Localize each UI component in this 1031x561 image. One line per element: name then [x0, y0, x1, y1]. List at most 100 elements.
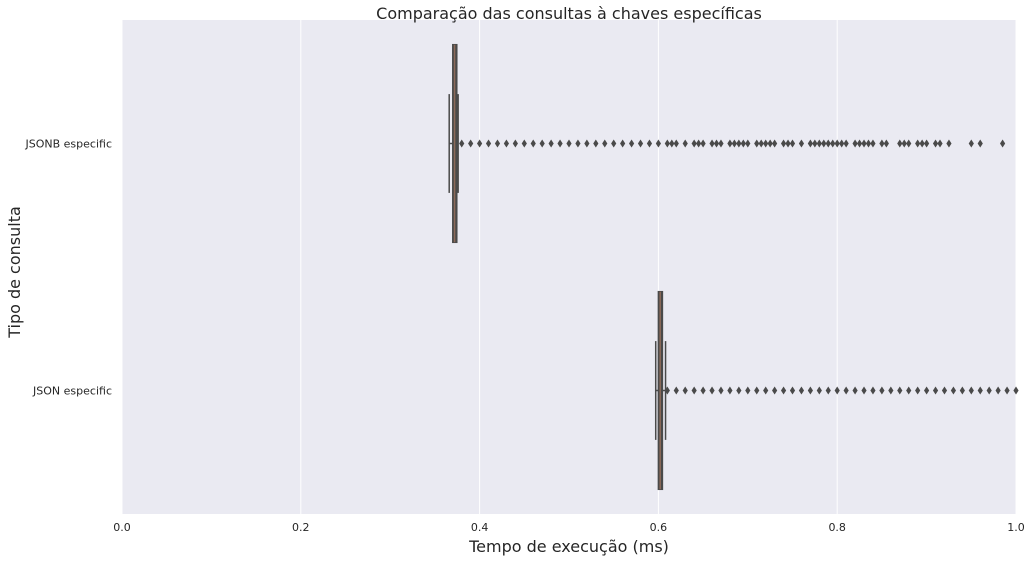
outlier-point	[968, 139, 974, 148]
outlier-point	[785, 139, 791, 148]
outlier-point	[763, 386, 769, 395]
outlier-point	[468, 139, 474, 148]
outlier-point	[937, 139, 943, 148]
x-tick-label: 0.0	[113, 521, 131, 534]
outlier-point	[713, 139, 720, 148]
outlier-point	[673, 386, 679, 395]
chart-title: Comparação das consultas à chaves especí…	[376, 4, 762, 23]
outlier-point	[897, 139, 903, 148]
box-series	[448, 43, 1019, 491]
x-axis-label: Tempo de execução (ms)	[468, 537, 669, 556]
outlier-point	[772, 386, 778, 395]
outlier-point	[906, 139, 912, 148]
outlier-point	[521, 139, 527, 148]
outlier-point	[1013, 386, 1019, 395]
outlier-point	[557, 139, 563, 148]
x-tick-labels: 0.0 0.2 0.4 0.6 0.8 1.0	[113, 521, 1025, 534]
outlier-point	[816, 139, 822, 148]
outlier-point	[758, 139, 764, 148]
outlier-point	[485, 139, 492, 148]
outlier-point	[924, 386, 930, 395]
outlier-point	[530, 139, 536, 148]
outlier-point	[566, 139, 572, 148]
outlier-point	[664, 139, 670, 148]
outlier-point	[798, 386, 805, 395]
outlier-point	[772, 139, 778, 148]
outlier-point	[861, 386, 867, 395]
outlier-point	[646, 139, 653, 148]
outlier-point	[740, 139, 746, 148]
outlier-point	[897, 386, 903, 395]
outlier-point	[798, 139, 805, 148]
outlier-point	[812, 139, 818, 148]
outlier-point	[620, 139, 626, 148]
outlier-point	[494, 139, 501, 148]
outlier-point	[584, 139, 590, 148]
outlier-point	[780, 139, 787, 148]
outlier-point	[731, 139, 737, 148]
outlier-point	[745, 139, 751, 148]
outlier-point	[548, 139, 554, 148]
outlier-point	[915, 139, 921, 148]
outlier-point	[736, 139, 742, 148]
outlier-point	[946, 139, 952, 148]
outlier-point	[767, 139, 773, 148]
outlier-point	[763, 139, 769, 148]
outlier-point	[852, 386, 858, 395]
outlier-point	[789, 139, 796, 148]
y-tick-label: JSON especific	[32, 385, 112, 398]
outlier-point	[709, 139, 715, 148]
outlier-point	[664, 386, 670, 395]
outlier-point	[503, 139, 510, 148]
outlier-point	[977, 386, 983, 395]
outlier-point	[856, 139, 863, 148]
outlier-point	[901, 139, 907, 148]
outlier-point	[932, 139, 939, 148]
outlier-point	[839, 139, 845, 148]
outlier-point	[883, 139, 889, 148]
outlier-point	[807, 386, 813, 395]
outlier-point	[852, 139, 858, 148]
outlier-point	[736, 386, 742, 395]
outlier-point	[1004, 386, 1010, 395]
outlier-point	[843, 139, 849, 148]
outlier-point	[718, 386, 724, 395]
outlier-point	[691, 386, 697, 395]
y-axis-label: Tipo de consulta	[5, 206, 24, 339]
outlier-point	[919, 139, 925, 148]
outlier-point	[915, 386, 921, 395]
outlier-point	[834, 386, 840, 395]
outlier-point	[941, 386, 948, 395]
outlier-point	[906, 386, 912, 395]
outlier-point	[745, 386, 751, 395]
outlier-point	[628, 139, 635, 148]
outlier-point	[700, 139, 706, 148]
x-tick-label: 0.4	[471, 521, 489, 534]
outlier-point	[700, 386, 706, 395]
outlier-point	[879, 386, 885, 395]
outlier-point	[539, 139, 545, 148]
outlier-point	[888, 386, 894, 395]
outlier-point	[999, 139, 1006, 148]
outlier-point	[816, 386, 822, 395]
y-tick-label: JSONB especific	[25, 138, 113, 151]
outlier-point	[825, 386, 831, 395]
outlier-point	[959, 386, 965, 395]
outlier-point	[709, 386, 715, 395]
outlier-point	[977, 139, 983, 148]
outlier-point	[637, 139, 644, 148]
plot-area	[122, 20, 1016, 514]
outlier-point	[968, 386, 974, 395]
x-tick-label: 0.8	[828, 521, 846, 534]
outlier-point	[512, 139, 518, 148]
y-tick-labels: JSONB especific JSON especific	[25, 138, 113, 398]
x-tick-label: 0.2	[292, 521, 310, 534]
outlier-point	[830, 139, 836, 148]
outlier-point	[602, 139, 608, 148]
outlier-point	[865, 139, 872, 148]
x-tick-label: 0.6	[650, 521, 668, 534]
outlier-point	[825, 139, 831, 148]
outlier-point	[459, 139, 465, 148]
outlier-point	[754, 386, 760, 395]
